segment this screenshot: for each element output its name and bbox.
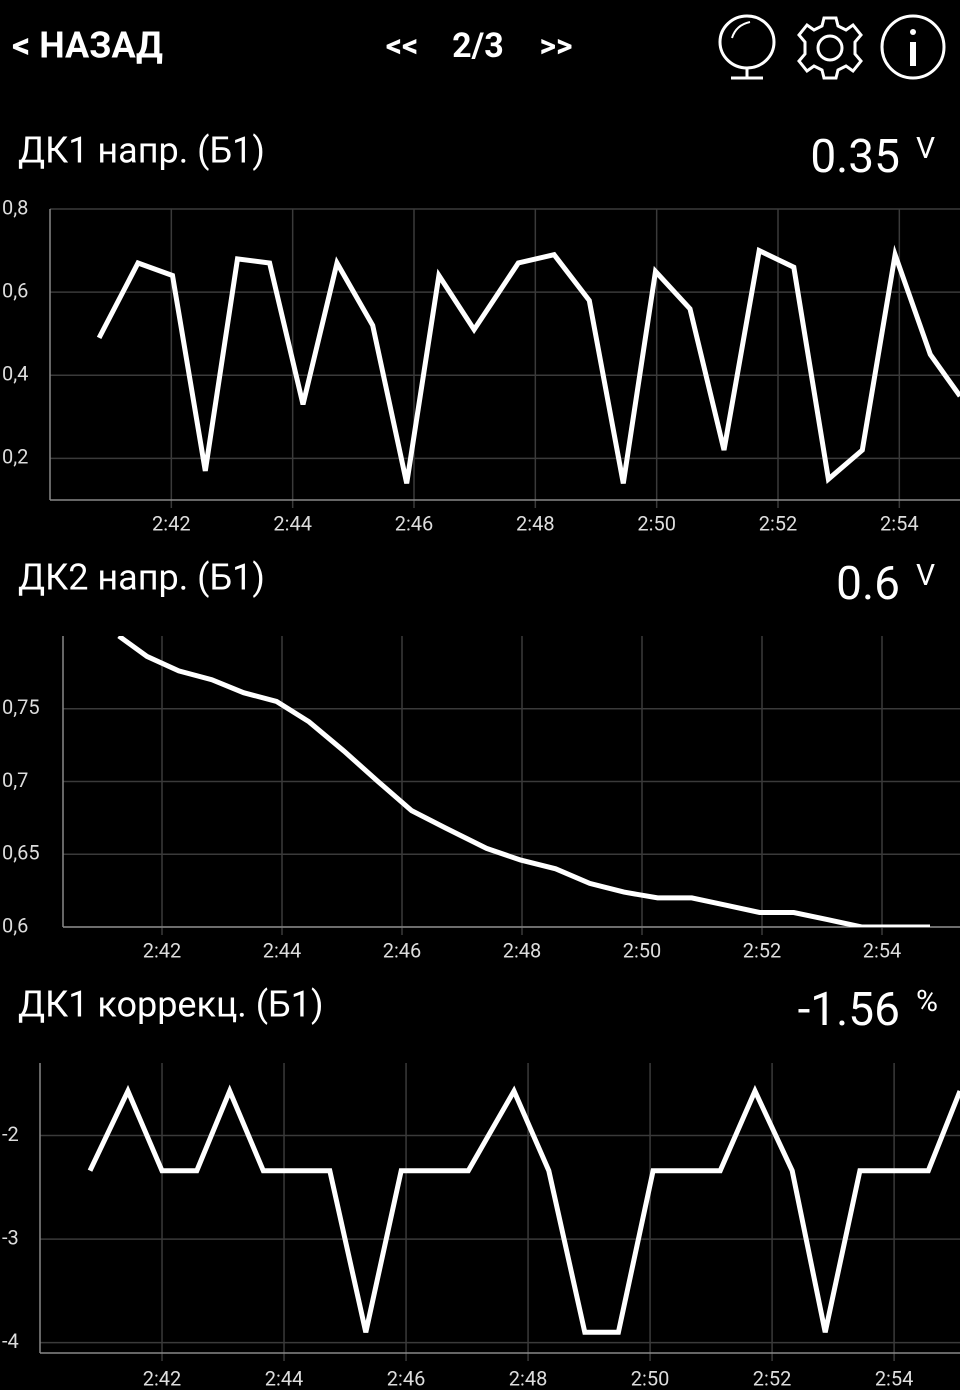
chart-panel: ДК2 напр. (Б1) 0.6 V 0,6 0,65 0,7 0,75 2:42 2:44… [2,557,960,962]
chart-panel: ДК1 напр. (Б1) 0.35 V 0,2 0,4 0,6 0,8 2:42 2:44 2… [2,130,960,535]
prev-page[interactable]: << [386,26,419,64]
x-tick-label: 2:44 [265,1366,304,1390]
y-tick-label: 0,4 [2,362,28,386]
x-tick-label: 2:48 [509,1366,548,1390]
x-tick-label: 2:46 [395,511,434,535]
y-tick-label: 0,75 [2,695,40,719]
next-page[interactable]: >> [539,26,572,64]
back-button[interactable]: < НАЗАД [12,25,163,67]
value-unit: % [916,984,938,1019]
x-tick-label: 2:54 [875,1366,914,1390]
x-tick-label: 2:52 [759,511,798,535]
y-tick-label: 0,7 [2,768,28,792]
info-icon[interactable] [880,14,946,80]
x-tick-label: 2:50 [623,938,662,962]
value-unit: V [916,558,935,593]
x-tick-label: 2:50 [631,1366,670,1390]
x-tick-label: 2:54 [863,938,902,962]
x-tick-label: 2:50 [637,511,676,535]
x-tick-label: 2:54 [880,511,919,535]
panel-title: ДК1 коррекц. (Б1) [18,984,324,1026]
x-tick-label: 2:46 [383,938,422,962]
data-line [87,1084,960,1335]
current-value: 0.6 [836,557,900,611]
data-line [117,636,930,927]
current-value: -1.56 [798,983,900,1037]
x-tick-label: 2:42 [152,511,191,535]
mirror-icon[interactable] [718,14,776,80]
value-unit: V [916,131,935,166]
y-tick-label: 0,2 [2,445,28,469]
x-tick-label: 2:48 [503,938,542,962]
x-tick-label: 2:44 [263,938,302,962]
y-tick-label: 0,8 [2,195,28,219]
y-tick-label: 0,6 [2,913,28,937]
settings-icon[interactable] [797,16,863,80]
x-tick-label: 2:48 [516,511,555,535]
y-tick-label: -2 [2,1122,19,1146]
y-tick-label: 0,6 [2,278,28,302]
x-tick-label: 2:52 [743,938,782,962]
y-tick-label: -3 [2,1225,19,1249]
y-tick-label: 0,65 [2,841,40,865]
x-tick-label: 2:46 [387,1366,426,1390]
x-tick-label: 2:42 [143,1366,182,1390]
chart-panel: ДК1 коррекц. (Б1) -1.56 % -4 -3 -2 2:42 2:44 2:4… [2,983,960,1390]
x-tick-label: 2:44 [273,511,312,535]
panel-title: ДК1 напр. (Б1) [18,130,265,172]
panel-title: ДК2 напр. (Б1) [18,557,265,599]
x-tick-label: 2:52 [753,1366,792,1390]
x-tick-label: 2:42 [143,938,182,962]
current-value: 0.35 [810,130,900,184]
y-tick-label: -4 [2,1329,19,1353]
data-line [96,244,960,484]
page-indicator: 2/3 [452,26,504,66]
